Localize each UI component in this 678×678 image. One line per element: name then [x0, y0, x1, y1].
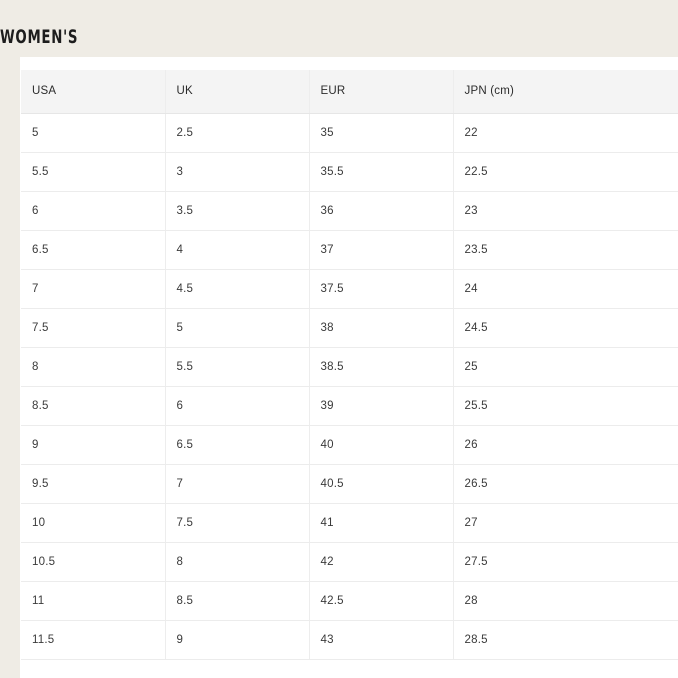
- cell-uk: 7: [165, 464, 310, 504]
- table-row: 6.5 4 37 23.5: [21, 230, 678, 270]
- cell-uk: 8.5: [165, 581, 310, 621]
- table-row: 9 6.5 40 26: [21, 425, 678, 465]
- cell-eur: 42.5: [309, 581, 454, 621]
- cell-eur: 40.5: [309, 464, 454, 504]
- table-header-row: USA UK EUR JPN (cm): [21, 70, 678, 114]
- table-row: 9.5 7 40.5 26.5: [21, 464, 678, 504]
- cell-uk: 6: [165, 386, 310, 426]
- cell-eur: 38: [309, 308, 454, 348]
- cell-usa: 6.5: [21, 230, 166, 270]
- cell-jpn: 24: [453, 269, 678, 309]
- table-row: 11.5 9 43 28.5: [21, 620, 678, 660]
- cell-uk: 5.5: [165, 347, 310, 387]
- cell-jpn: 25.5: [453, 386, 678, 426]
- cell-eur: 37: [309, 230, 454, 270]
- cell-usa: 5: [21, 113, 166, 153]
- table-row: 8 5.5 38.5 25: [21, 347, 678, 387]
- table-row: 5 2.5 35 22: [21, 113, 678, 153]
- cell-uk: 7.5: [165, 503, 310, 543]
- table-row: 7.5 5 38 24.5: [21, 308, 678, 348]
- cell-jpn: 26: [453, 425, 678, 465]
- cell-uk: 3.5: [165, 191, 310, 231]
- cell-eur: 40: [309, 425, 454, 465]
- cell-uk: 5: [165, 308, 310, 348]
- cell-jpn: 27: [453, 503, 678, 543]
- table-row: 8.5 6 39 25.5: [21, 386, 678, 426]
- cell-usa: 6: [21, 191, 166, 231]
- column-header-eur: EUR: [309, 70, 454, 114]
- cell-jpn: 25: [453, 347, 678, 387]
- column-header-usa: USA: [21, 70, 166, 114]
- page-title: WOMEN'S: [0, 26, 79, 48]
- cell-usa: 7: [21, 269, 166, 309]
- table-row: 5.5 3 35.5 22.5: [21, 152, 678, 192]
- table-body: 5 2.5 35 22 5.5 3 35.5 22.5 6 3.5 36 23 6.5 4 37 23.5 7 4…: [21, 113, 678, 660]
- cell-uk: 2.5: [165, 113, 310, 153]
- table-row: 10.5 8 42 27.5: [21, 542, 678, 582]
- page-header-strip: WOMEN'S: [0, 0, 678, 57]
- cell-jpn: 23: [453, 191, 678, 231]
- cell-eur: 38.5: [309, 347, 454, 387]
- cell-jpn: 26.5: [453, 464, 678, 504]
- cell-jpn: 24.5: [453, 308, 678, 348]
- size-chart-card: USA UK EUR JPN (cm) 5 2.5 35 22 5.5 3 35.5 22.5…: [20, 57, 678, 678]
- cell-eur: 35.5: [309, 152, 454, 192]
- size-table-container: USA UK EUR JPN (cm) 5 2.5 35 22 5.5 3 35.5 22.5…: [21, 70, 678, 660]
- cell-usa: 5.5: [21, 152, 166, 192]
- table-row: 7 4.5 37.5 24: [21, 269, 678, 309]
- cell-usa: 8: [21, 347, 166, 387]
- cell-usa: 11: [21, 581, 166, 621]
- cell-jpn: 28: [453, 581, 678, 621]
- cell-usa: 8.5: [21, 386, 166, 426]
- cell-uk: 4.5: [165, 269, 310, 309]
- size-conversion-table: USA UK EUR JPN (cm) 5 2.5 35 22 5.5 3 35.5 22.5…: [21, 70, 678, 660]
- cell-uk: 3: [165, 152, 310, 192]
- cell-eur: 36: [309, 191, 454, 231]
- cell-uk: 6.5: [165, 425, 310, 465]
- column-header-uk: UK: [165, 70, 310, 114]
- cell-eur: 41: [309, 503, 454, 543]
- cell-uk: 9: [165, 620, 310, 660]
- cell-jpn: 27.5: [453, 542, 678, 582]
- cell-eur: 37.5: [309, 269, 454, 309]
- cell-eur: 39: [309, 386, 454, 426]
- cell-jpn: 22.5: [453, 152, 678, 192]
- cell-usa: 9.5: [21, 464, 166, 504]
- cell-uk: 4: [165, 230, 310, 270]
- cell-usa: 9: [21, 425, 166, 465]
- column-header-jpn: JPN (cm): [453, 70, 678, 114]
- table-row: 11 8.5 42.5 28: [21, 581, 678, 621]
- cell-usa: 7.5: [21, 308, 166, 348]
- table-header: USA UK EUR JPN (cm): [21, 70, 678, 114]
- table-row: 10 7.5 41 27: [21, 503, 678, 543]
- table-row: 6 3.5 36 23: [21, 191, 678, 231]
- cell-eur: 35: [309, 113, 454, 153]
- cell-uk: 8: [165, 542, 310, 582]
- cell-eur: 43: [309, 620, 454, 660]
- cell-jpn: 23.5: [453, 230, 678, 270]
- cell-jpn: 28.5: [453, 620, 678, 660]
- cell-usa: 11.5: [21, 620, 166, 660]
- cell-usa: 10.5: [21, 542, 166, 582]
- cell-jpn: 22: [453, 113, 678, 153]
- cell-usa: 10: [21, 503, 166, 543]
- cell-eur: 42: [309, 542, 454, 582]
